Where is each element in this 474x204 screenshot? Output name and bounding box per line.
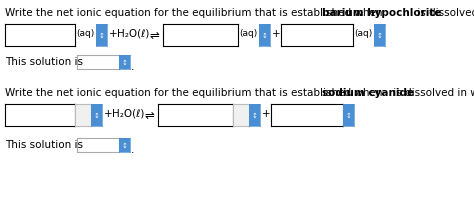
Text: sodium cyanide: sodium cyanide xyxy=(322,88,414,98)
Text: is dissolved in water.: is dissolved in water. xyxy=(390,88,474,98)
Text: ↕: ↕ xyxy=(121,60,128,66)
Text: +: + xyxy=(109,29,118,39)
Text: .: . xyxy=(131,62,134,72)
Text: ↕: ↕ xyxy=(99,33,104,39)
Text: ↕: ↕ xyxy=(252,112,257,118)
Text: +: + xyxy=(262,109,271,118)
Text: ⇌: ⇌ xyxy=(149,29,159,42)
Text: barium hypochlorite: barium hypochlorite xyxy=(322,8,441,18)
Text: is dissolved in water.: is dissolved in water. xyxy=(414,8,474,18)
Text: ↕: ↕ xyxy=(346,112,351,118)
Text: (aq): (aq) xyxy=(354,29,372,38)
Text: ↕: ↕ xyxy=(121,142,128,148)
Text: +: + xyxy=(104,109,113,118)
Text: ↕: ↕ xyxy=(93,112,100,118)
Text: (aq): (aq) xyxy=(76,29,94,38)
Text: H₂O(ℓ): H₂O(ℓ) xyxy=(117,29,149,39)
Text: ↕: ↕ xyxy=(376,33,383,39)
Text: H₂O(ℓ): H₂O(ℓ) xyxy=(112,109,145,118)
Text: This solution is: This solution is xyxy=(5,57,83,67)
Text: ↕: ↕ xyxy=(262,33,267,39)
Text: Write the net ionic equation for the equilibrium that is established when: Write the net ionic equation for the equ… xyxy=(5,8,386,18)
Text: Write the net ionic equation for the equilibrium that is established when: Write the net ionic equation for the equ… xyxy=(5,88,386,98)
Text: ⇌: ⇌ xyxy=(144,109,154,121)
Text: .: . xyxy=(131,144,134,154)
Text: This solution is: This solution is xyxy=(5,139,83,149)
Text: (aq): (aq) xyxy=(239,29,257,38)
Text: +: + xyxy=(272,29,281,39)
